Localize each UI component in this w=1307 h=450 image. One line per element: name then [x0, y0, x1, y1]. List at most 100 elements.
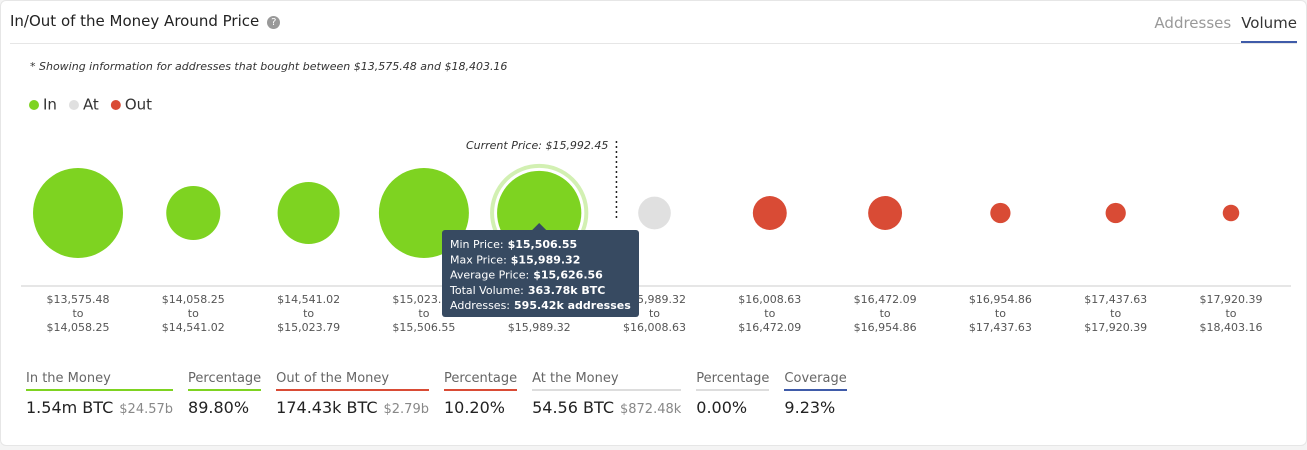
- x-tick-label: to: [72, 307, 83, 320]
- bubble: [868, 196, 903, 230]
- stat-label: At the Money: [532, 371, 682, 391]
- tabs: Addresses Volume: [1144, 14, 1297, 43]
- legend-label: At: [83, 96, 99, 114]
- tooltip-label: Max Price:: [450, 253, 507, 266]
- x-tick-label: $16,472.09: [854, 293, 917, 306]
- x-tick-label: to: [303, 307, 314, 320]
- stat-value-row: 9.23%: [784, 398, 846, 417]
- x-tick-label: $15,023.79: [277, 321, 340, 334]
- x-tick-label: $17,920.39: [1084, 321, 1147, 334]
- x-tick-label: to: [188, 307, 199, 320]
- x-tick-label: $13,575.48: [47, 293, 110, 306]
- current-price-label: Current Price: $15,992.45: [466, 139, 608, 152]
- tooltip-value: $15,626.56: [533, 269, 603, 282]
- stat-value: 54.56 BTC: [532, 398, 614, 417]
- bubble: [166, 185, 221, 241]
- tooltip-value: $15,989.32: [511, 253, 581, 266]
- legend-marker: [29, 100, 39, 110]
- legend-label: Out: [125, 96, 152, 114]
- tooltip-label: Min Price:: [450, 238, 504, 251]
- stat-sub: $2.79b: [383, 402, 429, 417]
- tab[interactable]: Volume: [1241, 14, 1297, 43]
- x-tick-label: $18,403.16: [1200, 321, 1263, 334]
- divider: [10, 43, 1297, 44]
- stat-label: Percentage: [188, 371, 262, 391]
- stat-label: Coverage: [784, 371, 847, 391]
- legend-marker: [68, 100, 79, 110]
- tooltip-row: Average Price: $15,626.56: [450, 269, 603, 282]
- tooltip-value: 595.42k addresses: [514, 299, 631, 312]
- bubble: [277, 181, 340, 245]
- tab[interactable]: Addresses: [1154, 14, 1232, 32]
- stat-label: Percentage: [443, 371, 518, 391]
- x-tick-label: $15,023.79: [392, 293, 455, 306]
- x-tick-label: $16,472.09: [738, 321, 801, 334]
- bubble: [638, 196, 671, 230]
- stat-label: Out of the Money: [276, 371, 429, 391]
- help-icon[interactable]: ?: [267, 16, 281, 29]
- x-tick-label: $14,541.02: [162, 321, 225, 334]
- tooltip-value: 363.78k BTC: [528, 284, 606, 297]
- legend-label: In: [43, 96, 57, 114]
- stat-sub: $24.57b: [119, 402, 174, 417]
- bubble: [752, 196, 787, 230]
- x-tick-label: $16,954.86: [969, 293, 1032, 306]
- x-tick-label: $14,058.25: [162, 293, 225, 306]
- stat-value: 9.23%: [784, 398, 836, 417]
- stat: Percentage 0.00%: [696, 371, 770, 417]
- x-tick-label: to: [1110, 307, 1121, 320]
- title-text: In/Out of the Money Around Price: [10, 12, 260, 30]
- bubble: [1222, 204, 1240, 222]
- x-tick-label: to: [764, 307, 775, 320]
- stat: At the Money 54.56 BTC $872.48k: [532, 371, 682, 417]
- bubble: [1105, 202, 1126, 224]
- stat: Percentage 10.20%: [443, 371, 518, 417]
- stat-value-row: 89.80%: [188, 398, 261, 417]
- stat-value: 89.80%: [188, 398, 250, 417]
- x-tick-label: $16,008.63: [738, 293, 801, 306]
- x-tick-label: $15,989.32: [508, 321, 571, 334]
- title: In/Out of the Money Around Price?: [10, 12, 281, 30]
- x-tick-label: to: [649, 307, 660, 320]
- x-tick-label: $17,437.63: [969, 321, 1032, 334]
- stat-label: Percentage: [696, 371, 770, 391]
- tooltip-row: Total Volume: 363.78k BTC: [449, 284, 605, 297]
- x-tick-label: to: [1225, 307, 1236, 320]
- note: * Showing information for addresses that…: [30, 60, 508, 73]
- x-tick-label: to: [880, 307, 891, 320]
- stat-value-row: 1.54m BTC $24.57b: [26, 398, 173, 417]
- stat-value: 0.00%: [696, 398, 748, 417]
- tooltip-label: Total Volume:: [449, 284, 524, 297]
- x-tick-label: $14,541.02: [277, 293, 340, 306]
- stat-sub: $872.48k: [619, 402, 682, 417]
- x-tick-label: $16,008.63: [623, 321, 686, 334]
- stat-value-row: 10.20%: [444, 398, 517, 417]
- stat-value-row: 54.56 BTC $872.48k: [532, 398, 681, 417]
- bubble: [33, 168, 123, 258]
- stats: In the Money 1.54m BTC $24.57b Percentage 89…: [26, 371, 862, 417]
- x-tick-label: $14,058.25: [47, 321, 110, 334]
- tooltip-row: Min Price: $15,506.55: [450, 238, 577, 251]
- tooltip-row: Addresses: 595.42k addresses: [450, 299, 631, 312]
- stat: In the Money 1.54m BTC $24.57b: [26, 371, 174, 417]
- bubble: [990, 202, 1011, 224]
- tooltip: [442, 230, 639, 317]
- x-tick-label: $15,506.55: [392, 321, 455, 334]
- x-tick-label: to: [418, 307, 429, 320]
- stat-value: 10.20%: [443, 398, 505, 417]
- stat-value-row: 174.43k BTC $2.79b: [276, 398, 429, 417]
- tooltip-label: Average Price:: [450, 269, 529, 282]
- stat: Percentage 89.80%: [188, 371, 262, 417]
- stat-value: 174.43k BTC: [276, 398, 378, 417]
- tooltip-arrow: [532, 223, 547, 230]
- stat-value: 1.54m BTC: [26, 398, 114, 417]
- legend-marker: [110, 100, 121, 110]
- tooltip-row: Max Price: $15,989.32: [450, 253, 580, 266]
- x-tick-label: $16,954.86: [854, 321, 917, 334]
- tooltip-value: $15,506.55: [508, 238, 578, 251]
- x-tick-label: to: [995, 307, 1006, 320]
- stat: Out of the Money 174.43k BTC $2.79b: [276, 371, 429, 417]
- stat-label: In the Money: [26, 371, 174, 391]
- x-tick-label: $17,437.63: [1084, 293, 1147, 306]
